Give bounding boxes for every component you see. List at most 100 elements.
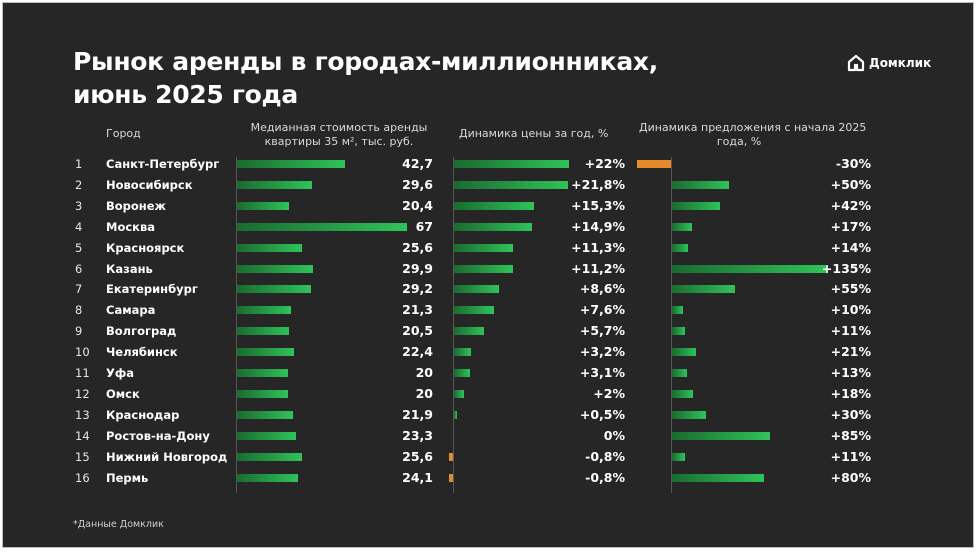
supply-bar bbox=[672, 327, 685, 336]
title-line-2: июнь 2025 года bbox=[73, 80, 298, 109]
rent-bar bbox=[237, 264, 313, 273]
header-supply-line-2: года, % bbox=[716, 135, 762, 148]
price-value-label: +8,6% bbox=[579, 281, 625, 297]
rent-bar bbox=[237, 222, 407, 231]
price-value-label: +11,3% bbox=[571, 239, 625, 255]
rent-value-label: 21,3 bbox=[402, 302, 433, 318]
supply-value-label: +42% bbox=[830, 197, 871, 213]
price-value-label: +5,7% bbox=[579, 323, 625, 339]
price-bar bbox=[454, 327, 484, 336]
price-bar bbox=[454, 264, 513, 273]
price-bar bbox=[454, 160, 569, 168]
title-line-1: Рынок аренды в городах-миллионниках, bbox=[73, 47, 658, 76]
row-rank: 1 bbox=[75, 157, 83, 171]
rent-value-label: 22,4 bbox=[402, 344, 433, 360]
rent-value-label: 25,6 bbox=[402, 448, 433, 464]
house-logo-icon bbox=[847, 54, 865, 72]
supply-bar bbox=[672, 243, 689, 252]
row-rank: 12 bbox=[75, 386, 90, 401]
price-value-label: +14,9% bbox=[571, 218, 625, 234]
axis-line-2 bbox=[453, 157, 454, 494]
rent-value-label: 67 bbox=[415, 218, 433, 234]
row-rank: 16 bbox=[75, 470, 90, 485]
supply-value-label: +14% bbox=[830, 239, 871, 255]
price-value-label: -0,8% bbox=[585, 469, 625, 485]
price-value-label: -0,8% bbox=[585, 448, 625, 464]
price-value-label: +0,5% bbox=[579, 406, 625, 422]
header-price: Динамика цены за год, % bbox=[459, 127, 609, 140]
logo-text: Домклик bbox=[869, 56, 932, 70]
supply-value-label: +17% bbox=[830, 218, 871, 234]
city-label: Челябинск bbox=[106, 345, 178, 360]
price-bar bbox=[454, 285, 499, 294]
row-rank: 8 bbox=[75, 303, 83, 318]
price-bar bbox=[454, 243, 514, 252]
rent-bar bbox=[237, 160, 346, 168]
price-value-label: +2% bbox=[593, 385, 625, 401]
supply-bar bbox=[672, 431, 770, 440]
supply-value-label: +50% bbox=[830, 176, 871, 192]
city-label: Москва bbox=[106, 219, 156, 234]
price-bar bbox=[454, 222, 532, 231]
rent-bar bbox=[237, 285, 312, 294]
rent-bar bbox=[237, 431, 297, 440]
supply-value-label: +21% bbox=[830, 344, 871, 360]
footnote: *Данные Домклик bbox=[73, 519, 164, 530]
header-rent: Медианная стоимость аренды квартиры 35 м… bbox=[239, 121, 439, 149]
rent-bar bbox=[237, 306, 292, 315]
supply-bar bbox=[672, 306, 684, 315]
supply-bar bbox=[672, 369, 687, 377]
row-rank: 6 bbox=[75, 261, 83, 276]
domclick-logo: Домклик bbox=[847, 53, 931, 73]
city-label: Ростов-на-Дону bbox=[106, 428, 210, 443]
supply-bar bbox=[672, 389, 693, 398]
rent-bar bbox=[237, 348, 294, 357]
rent-value-label: 20 bbox=[415, 365, 433, 380]
rent-bar bbox=[237, 327, 289, 336]
rent-bar bbox=[237, 452, 302, 461]
price-bar bbox=[448, 473, 453, 482]
price-value-label: +3,2% bbox=[579, 344, 625, 360]
rent-bar bbox=[237, 410, 293, 419]
rent-value-label: 20,5 bbox=[402, 323, 433, 339]
price-bar bbox=[454, 389, 465, 398]
supply-bar bbox=[672, 285, 736, 294]
price-value-label: +15,3% bbox=[571, 197, 625, 213]
city-label: Пермь bbox=[106, 470, 149, 485]
city-label: Краснодар bbox=[106, 407, 180, 422]
city-label: Нижний Новгород bbox=[106, 449, 228, 464]
supply-value-label: +11% bbox=[830, 448, 871, 464]
price-value-label: 0% bbox=[603, 427, 625, 443]
chart-title: Рынок аренды в городах-миллионниках, июн… bbox=[73, 45, 658, 111]
row-rank: 13 bbox=[75, 407, 90, 422]
price-value-label: +11,2% bbox=[571, 260, 625, 276]
city-label: Новосибирск bbox=[106, 177, 193, 192]
row-rank: 9 bbox=[75, 324, 83, 339]
row-rank: 7 bbox=[75, 282, 83, 297]
row-rank: 15 bbox=[75, 449, 90, 464]
header-rent-line-1: Медианная стоимость аренды bbox=[250, 121, 428, 134]
supply-value-label: +18% bbox=[830, 385, 871, 401]
rent-value-label: 29,9 bbox=[402, 260, 433, 276]
supply-bar bbox=[672, 222, 692, 231]
row-rank: 3 bbox=[75, 198, 83, 213]
price-bar bbox=[454, 180, 568, 189]
city-label: Казань bbox=[106, 261, 153, 276]
supply-value-label: +85% bbox=[830, 427, 871, 443]
city-label: Волгоград bbox=[106, 324, 177, 339]
price-value-label: +21,8% bbox=[571, 176, 625, 192]
rent-bar bbox=[237, 243, 302, 252]
price-bar bbox=[448, 452, 453, 461]
price-bar bbox=[454, 348, 471, 357]
price-bar bbox=[454, 306, 494, 315]
row-rank: 11 bbox=[75, 366, 90, 380]
supply-bar bbox=[672, 201, 721, 210]
header-supply: Динамика предложения с начала 2025 года,… bbox=[639, 121, 879, 149]
rent-bar bbox=[237, 369, 288, 377]
city-label: Воронеж bbox=[106, 198, 166, 213]
supply-bar bbox=[672, 452, 685, 461]
rent-value-label: 29,2 bbox=[402, 281, 433, 297]
price-value-label: +22% bbox=[584, 156, 625, 171]
price-value-label: +3,1% bbox=[579, 365, 625, 380]
